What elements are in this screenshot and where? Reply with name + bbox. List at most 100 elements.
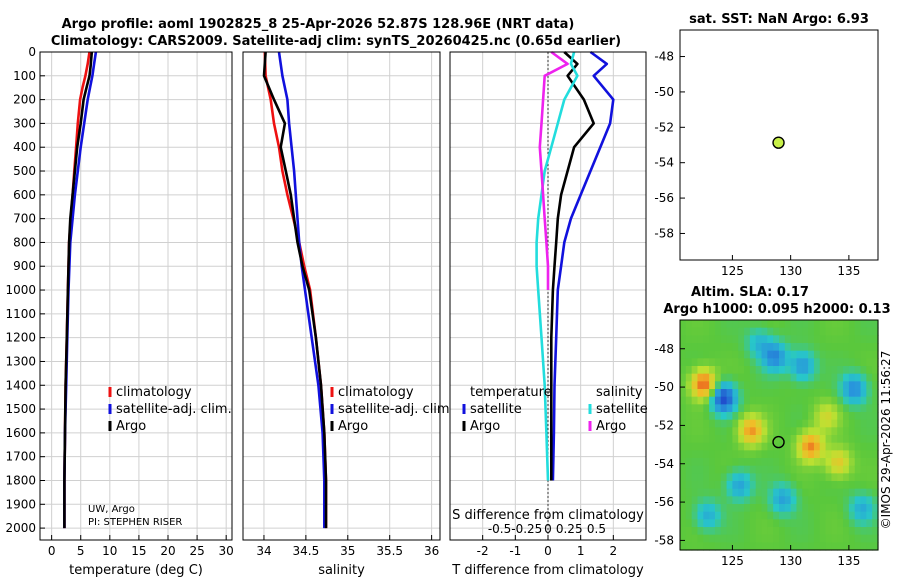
sla-heat-cell (732, 542, 739, 551)
sla-heat-cell (738, 527, 745, 536)
credit-line1: UW, Argo (88, 504, 135, 515)
sla-heat-cell (680, 320, 687, 329)
sla-heat-cell (685, 412, 693, 421)
sla-heat-cell (720, 396, 728, 405)
sla-heat-cell (843, 366, 850, 375)
temperature-ytick-label: 700 (13, 212, 36, 226)
sla-heat-cell (755, 511, 763, 520)
sla-heat-cell (790, 473, 798, 482)
sla-heat-cell (761, 320, 768, 329)
sla-heat-cell (738, 327, 745, 336)
sla-heat-cell (755, 488, 763, 497)
sla-heat-cell (866, 419, 873, 428)
sla-heat-cell (744, 327, 751, 336)
sla-heat-cell (691, 343, 699, 352)
sla-heat-cell (767, 320, 774, 329)
sla-heat-cell (749, 366, 757, 375)
sla-heat-cell (691, 488, 699, 497)
sla-heat-cell (808, 473, 815, 482)
sla-heat-cell (732, 435, 739, 444)
sla-heat-cell (767, 496, 774, 505)
sla-heat-cell (848, 473, 856, 482)
sla-heat-cell (848, 465, 856, 474)
sla-heat-cell (848, 481, 856, 490)
sla-heat-cell (685, 481, 693, 490)
temperature-ytick-label: 0 (28, 45, 36, 59)
sla-heat-cell (779, 335, 786, 344)
sla-heat-cell (709, 404, 716, 413)
sla-heat-cell (720, 442, 728, 451)
sla-heat-cell (709, 473, 716, 482)
sla-heat-cell (866, 396, 873, 405)
temperature-xtick-label: 10 (102, 544, 117, 558)
sla-heat-cell (761, 358, 768, 367)
sla-heat-cell (709, 450, 716, 459)
sla-heat-cell (761, 519, 768, 528)
sla-heat-cell (860, 458, 867, 467)
sla-heat-cell (837, 366, 844, 375)
sla-heat-cell (773, 366, 780, 375)
sla-heat-cell (802, 396, 809, 405)
sla-heat-cell (767, 473, 774, 482)
sla-heat-cell (761, 427, 768, 436)
sla-heat-cell (843, 419, 850, 428)
sla-map-panel: 125 130 135 -48 -50 -52 -54 -56 -58 Altim. SLA: 0… (654, 285, 890, 568)
sla-heat-cell (720, 458, 728, 467)
difference-series-temperature-satellite (551, 50, 615, 481)
sla-heat-cell (860, 373, 867, 382)
sla-heat-cell (808, 519, 815, 528)
sla-heat-cell (860, 404, 867, 413)
sla-heat-cell (825, 496, 833, 505)
sla-heat-cell (843, 504, 850, 513)
sla-heat-cell (848, 335, 856, 344)
sla-heat-cell (761, 511, 768, 520)
sla-heat-cell (732, 404, 739, 413)
sla-heat-cell (767, 404, 774, 413)
sla-heat-cell (703, 450, 710, 459)
sla-heat-cell (831, 511, 838, 520)
sla-heat-cell (866, 412, 873, 421)
sla-heat-cell (872, 534, 879, 543)
sla-heat-cell (848, 527, 856, 536)
sla-heat-cell (755, 350, 763, 359)
sla-heat-cell (680, 534, 687, 543)
sla-heat-cell (848, 504, 856, 513)
sla-heat-cell (819, 389, 827, 398)
sla-heat-cell (866, 542, 873, 551)
sla-heat-cell (784, 419, 792, 428)
sla-heat-cell (837, 473, 844, 482)
sla-heat-cell (866, 320, 873, 329)
sla-heat-cell (749, 320, 757, 329)
sla-heat-cell (860, 435, 867, 444)
sla-heat-cell (726, 366, 734, 375)
temperature-ytick-label: 900 (13, 259, 36, 273)
sla-heat-cell (691, 458, 699, 467)
sla-heat-cell (738, 519, 745, 528)
sla-heat-cell (802, 458, 809, 467)
sla-heat-cell (755, 373, 763, 382)
sla-heat-cell (732, 373, 739, 382)
sla-heat-cell (761, 488, 768, 497)
sla-heat-cell (866, 465, 873, 474)
sla-heat-cell (709, 358, 716, 367)
sla-heat-cell (848, 350, 856, 359)
sla-heat-cell (685, 419, 693, 428)
sla-heat-cell (802, 366, 809, 375)
sla-heat-cell (872, 343, 879, 352)
sla-heat-cell (779, 419, 786, 428)
sla-heat-cell (720, 504, 728, 513)
sla-heat-cell (685, 404, 693, 413)
sla-heat-cell (866, 496, 873, 505)
sla-heat-cell (872, 519, 879, 528)
sla-heat-cell (773, 320, 780, 329)
sla-heat-cell (796, 458, 803, 467)
sla-heat-cell (714, 366, 722, 375)
sla-heat-cell (691, 504, 699, 513)
sla-heat-cell (685, 350, 693, 359)
sla-heat-cell (767, 335, 774, 344)
sla-heat-cell (697, 427, 704, 436)
sla-heat-cell (866, 404, 873, 413)
sla-heat-cell (720, 335, 728, 344)
sla-heat-cell (831, 350, 838, 359)
sla-heat-cell (720, 473, 728, 482)
